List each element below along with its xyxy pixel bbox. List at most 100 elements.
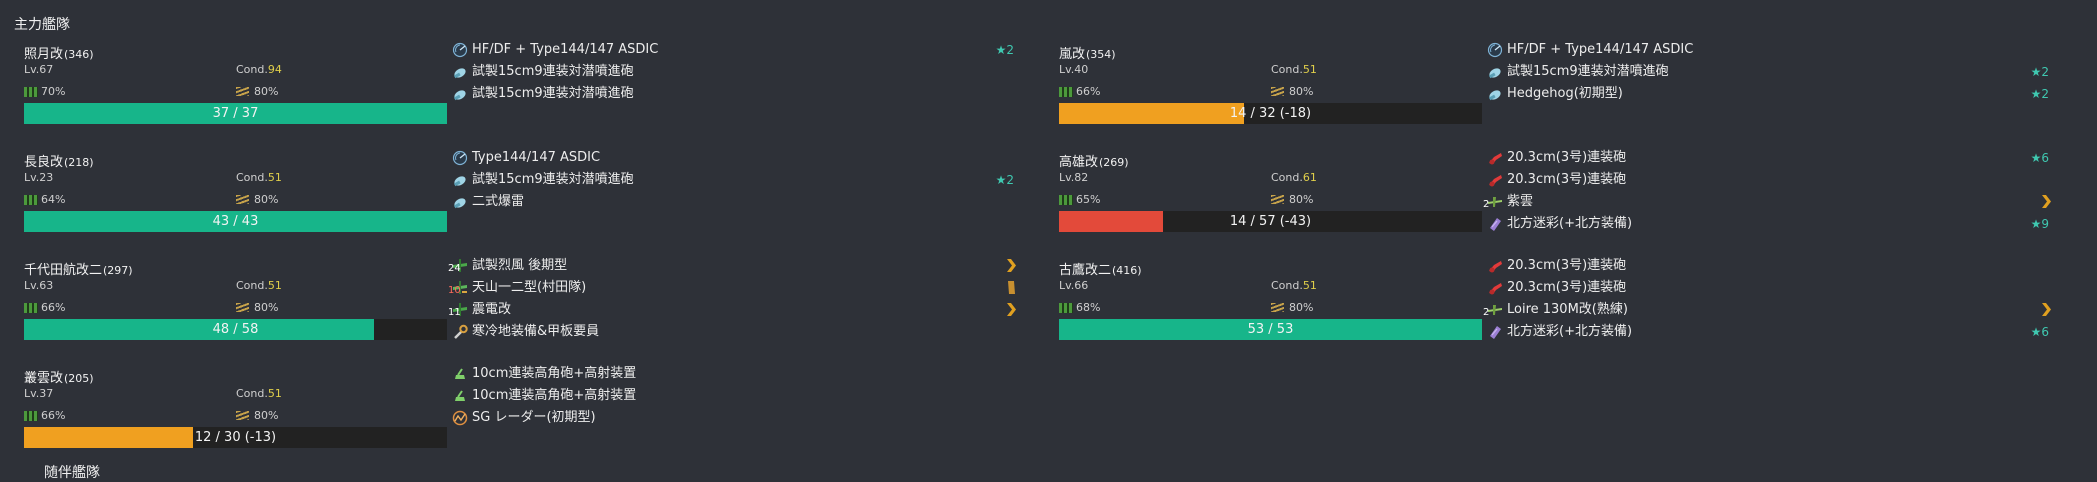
hi-angle-gun-icon [1487, 64, 1503, 80]
ship-name[interactable]: 叢雲改(205) [24, 371, 94, 386]
equipment-slot[interactable]: 2 Loire 130M改(熟練) [1483, 299, 2079, 321]
ship-name[interactable]: 千代田航改二(297) [24, 263, 133, 278]
hp-text: 12 / 30 (-13) [194, 430, 277, 445]
equipment-list: 10cm連装高角砲+高射装置 10cm連装高角砲+高射装置 SG レーダー(初期型) [452, 363, 1044, 429]
hp-text: 48 / 58 [212, 322, 259, 337]
fuel-status: 66% [24, 409, 65, 422]
aircraft-count: 24 [448, 263, 461, 274]
ship-id: (346) [64, 48, 94, 61]
hp-bar-fill [1059, 319, 1482, 340]
ammo-status: 80% [236, 193, 278, 206]
fuel-icon [24, 194, 38, 205]
equipment-slot[interactable]: HF/DF + Type144/147 ASDIC ★2 [452, 39, 1044, 61]
equipment-name: 震電改 [472, 302, 512, 317]
radar-icon [452, 410, 468, 426]
ship-card: 長良改(218) Lv.23 Cond.51 64% 80% 43 / 43 Type144… [14, 150, 1044, 251]
equipment-name: Type144/147 ASDIC [472, 150, 601, 165]
ship-name[interactable]: 長良改(218) [24, 155, 94, 170]
equipment-slot[interactable]: 20.3cm(3号)連装砲 [1487, 255, 2079, 277]
equipment-name: 10cm連装高角砲+高射装置 [472, 366, 637, 381]
ship-name[interactable]: 高雄改(269) [1059, 155, 1129, 170]
hp-bar-fill [24, 103, 447, 124]
equipment-name: 10cm連装高角砲+高射装置 [472, 388, 637, 403]
equipment-slot[interactable]: SG レーダー(初期型) [452, 407, 1044, 429]
hp-bar: 43 / 43 [24, 211, 447, 232]
equipment-name: 20.3cm(3号)連装砲 [1507, 258, 1627, 273]
ship-id: (218) [64, 156, 94, 169]
hp-bar: 14 / 57 (-43) [1059, 211, 1482, 232]
equipment-name: HF/DF + Type144/147 ASDIC [1507, 42, 1694, 57]
equipment-slot[interactable]: HF/DF + Type144/147 ASDIC [1487, 39, 2079, 61]
equipment-name: 試製烈風 後期型 [472, 258, 568, 273]
equipment-slot[interactable]: 寒冷地装備&甲板要員 [452, 321, 1044, 343]
fuel-status: 68% [1059, 301, 1100, 314]
ship-name[interactable]: 嵐改(354) [1059, 47, 1116, 62]
improvement-level: ★6 [2030, 325, 2049, 339]
hi-angle-gun-icon [452, 194, 468, 210]
equipment-name: 北方迷彩(+北方装備) [1507, 324, 1633, 339]
ammo-icon [236, 87, 249, 96]
ammo-icon [236, 195, 249, 204]
equipment-slot[interactable]: 2 紫雲 [1483, 191, 2079, 213]
equipment-slot[interactable]: Type144/147 ASDIC [452, 147, 1044, 169]
equipment-slot[interactable]: 北方迷彩(+北方装備) ★6 [1487, 321, 2079, 343]
equipment-slot[interactable]: 二式爆雷 [452, 191, 1044, 213]
improvement-level: ★9 [2030, 217, 2049, 231]
equipment-slot[interactable]: Hedgehog(初期型) ★2 [1487, 83, 2079, 105]
equipment-slot[interactable]: 10cm連装高角砲+高射装置 [452, 385, 1044, 407]
ship-name[interactable]: 古鷹改二(416) [1059, 263, 1142, 278]
proficiency-chevron-icon [1007, 259, 1016, 272]
hp-bar: 12 / 30 (-13) [24, 427, 447, 448]
ship-id: (269) [1099, 156, 1129, 169]
equipment-list: Type144/147 ASDIC 試製15cm9連装対潜噴進砲 ★2 二式爆雷 [452, 147, 1044, 213]
equipment-slot[interactable]: 20.3cm(3号)連装砲 [1487, 277, 2079, 299]
fuel-status: 70% [24, 85, 65, 98]
improvement-level: ★6 [2030, 151, 2049, 165]
fighter-icon [452, 258, 468, 274]
hi-angle-gun-icon [452, 64, 468, 80]
equipment-slot[interactable]: 20.3cm(3号)連装砲 ★6 [1487, 147, 2079, 169]
equipment-list: HF/DF + Type144/147 ASDIC ★2 試製15cm9連装対潜噴進… [452, 39, 1044, 105]
proficiency-chevron-icon [1007, 303, 1016, 316]
torpedo-bomber-icon [452, 280, 468, 296]
equipment-slot[interactable]: 試製15cm9連装対潜噴進砲 ★2 [1487, 61, 2079, 83]
ship-card: 叢雲改(205) Lv.37 Cond.51 66% 80% 12 / 30 (-13) 1… [14, 366, 1044, 467]
equipment-slot[interactable]: 試製15cm9連装対潜噴進砲 ★2 [452, 169, 1044, 191]
hp-text: 53 / 53 [1247, 322, 1294, 337]
fuel-icon [24, 86, 38, 97]
ammo-icon [236, 303, 249, 312]
ship-card: 高雄改(269) Lv.82 Cond.61 65% 80% 14 / 57 (-43) 2… [1049, 150, 2079, 251]
ammo-status: 80% [1271, 193, 1313, 206]
equipment-slot[interactable]: 10cm連装高角砲+高射装置 [452, 363, 1044, 385]
ship-condition: Cond.51 [236, 279, 282, 292]
condition-value: 51 [1302, 279, 1317, 292]
ship-card: 千代田航改二(297) Lv.63 Cond.51 66% 80% 48 / 58 24 試製… [14, 258, 1044, 359]
seaplane-icon [1487, 194, 1503, 210]
equipment-name: 試製15cm9連装対潜噴進砲 [1507, 64, 1669, 79]
fuel-icon [1059, 194, 1073, 205]
aircraft-count: 2 [1483, 307, 1490, 318]
fuel-status: 66% [1059, 85, 1100, 98]
equipment-slot[interactable]: 試製15cm9連装対潜噴進砲 [452, 83, 1044, 105]
wrench-icon [452, 324, 468, 340]
ship-name[interactable]: 照月改(346) [24, 47, 94, 62]
hp-text: 14 / 32 (-18) [1229, 106, 1312, 121]
hp-bar-fill [24, 427, 194, 448]
hp-bar: 14 / 32 (-18) [1059, 103, 1482, 124]
seaplane-icon [1487, 302, 1503, 318]
equipment-name: 試製15cm9連装対潜噴進砲 [472, 172, 634, 187]
ship-condition: Cond.51 [236, 387, 282, 400]
equipment-name: Hedgehog(初期型) [1507, 86, 1623, 101]
main-gun-icon [1487, 150, 1503, 166]
equipment-slot[interactable]: 20.3cm(3号)連装砲 [1487, 169, 2079, 191]
equipment-slot[interactable]: 試製15cm9連装対潜噴進砲 [452, 61, 1044, 83]
equipment-slot[interactable]: 10 天山一二型(村田隊) [448, 277, 1044, 299]
ship-condition: Cond.51 [1271, 63, 1317, 76]
condition-value: 51 [267, 279, 282, 292]
equipment-slot[interactable]: 北方迷彩(+北方装備) ★9 [1487, 213, 2079, 235]
equipment-slot[interactable]: 11 震電改 [448, 299, 1044, 321]
equipment-name: 北方迷彩(+北方装備) [1507, 216, 1633, 231]
equipment-slot[interactable]: 24 試製烈風 後期型 [448, 255, 1044, 277]
fighter-icon [452, 302, 468, 318]
condition-value: 51 [267, 387, 282, 400]
